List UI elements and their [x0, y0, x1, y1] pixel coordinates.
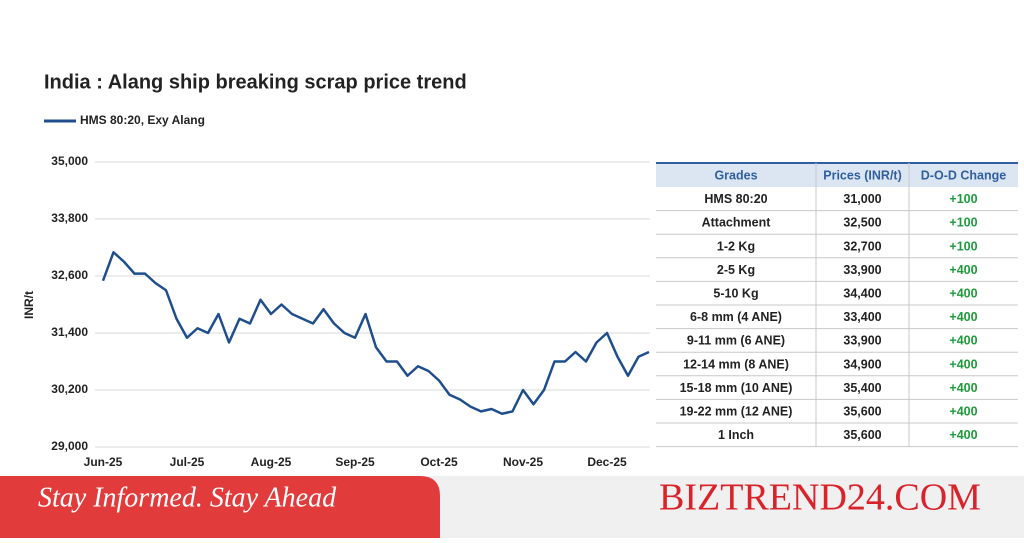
table-cell: 6-8 mm (4 ANE) [690, 310, 782, 324]
table-cell: 12-14 mm (8 ANE) [683, 357, 789, 371]
table-cell: 33,400 [843, 310, 881, 324]
table-cell: +400 [949, 334, 977, 348]
table-cell: +100 [949, 239, 977, 253]
y-tick-label: 35,000 [51, 154, 88, 168]
table-cell: 9-11 mm (6 ANE) [687, 334, 785, 348]
table-cell: 32,700 [843, 239, 881, 253]
table-cell: +400 [949, 404, 977, 418]
table-cell: 35,600 [843, 428, 881, 442]
table-header: Prices (INR/t) [823, 168, 902, 182]
table-cell: 33,900 [843, 334, 881, 348]
line [101, 251, 650, 415]
y-axis-label: INR/t [22, 291, 36, 319]
tagline: Stay Informed. Stay Ahead [38, 482, 337, 513]
brand: BIZTREND24.COM [659, 477, 981, 519]
x-tick-label: Oct-25 [420, 455, 458, 469]
table-cell: 1 Inch [718, 428, 754, 442]
table-cell: HMS 80:20 [704, 192, 767, 206]
x-tick-label: Aug-25 [251, 455, 292, 469]
table-cell: Attachment [702, 216, 772, 230]
table-header-bg [656, 163, 1018, 187]
table-cell: +400 [949, 357, 977, 371]
banner-red [0, 476, 440, 538]
x-tick-label: Jun-25 [84, 455, 123, 469]
table-cell: +400 [949, 310, 977, 324]
table-cell: 1-2 Kg [717, 239, 755, 253]
table-cell: 31,000 [843, 192, 881, 206]
table-cell: 34,900 [843, 357, 881, 371]
table-cell: 35,600 [843, 404, 881, 418]
y-tick-label: 32,600 [51, 268, 88, 282]
y-tick-label: 33,800 [51, 211, 88, 225]
x-tick-label: Dec-25 [587, 455, 627, 469]
y-tick-label: 30,200 [51, 382, 88, 396]
table-cell: 2-5 Kg [717, 263, 755, 277]
table-cell: 15-18 mm (10 ANE) [680, 381, 793, 395]
y-tick-label: 31,400 [51, 325, 88, 339]
table-cell: 34,400 [843, 286, 881, 300]
legend-label: HMS 80:20, Exy Alang [80, 113, 205, 127]
table-cell: 19-22 mm (12 ANE) [680, 404, 793, 418]
table-cell: +400 [949, 286, 977, 300]
table-header: D-O-D Change [921, 168, 1006, 182]
table-cell: 35,400 [843, 381, 881, 395]
x-tick-label: Nov-25 [503, 455, 543, 469]
table-cell: +100 [949, 192, 977, 206]
chart-title: India : Alang ship breaking scrap price … [44, 71, 467, 93]
table-cell: +100 [949, 216, 977, 230]
table-cell: 5-10 Kg [713, 286, 758, 300]
table-cell: +400 [949, 263, 977, 277]
table-cell: +400 [949, 428, 977, 442]
x-tick-label: Sep-25 [335, 455, 375, 469]
x-tick-label: Jul-25 [170, 455, 205, 469]
y-tick-label: 29,000 [51, 439, 88, 453]
table-cell: 32,500 [843, 216, 881, 230]
table-cell: 33,900 [843, 263, 881, 277]
table-cell: +400 [949, 381, 977, 395]
table-header: Grades [714, 168, 757, 182]
